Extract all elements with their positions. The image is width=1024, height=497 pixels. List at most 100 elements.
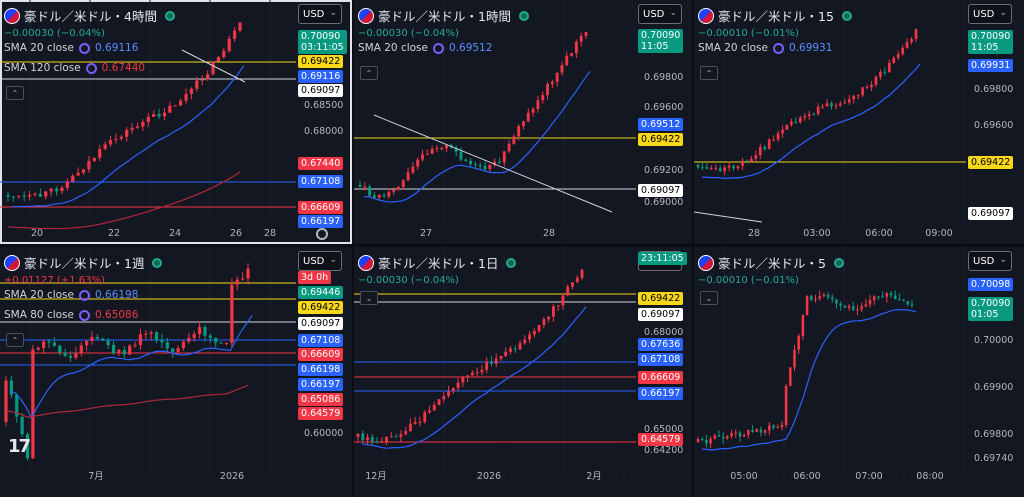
- price-tag: 23:11:05: [638, 252, 687, 265]
- time-axis-label: 24: [169, 228, 181, 239]
- symbol-title[interactable]: 豪ドル／米ドル・1週: [24, 256, 145, 271]
- indicator-visibility-icon[interactable]: [79, 42, 90, 54]
- candle-body: [387, 191, 391, 197]
- currency-select[interactable]: USD ⌄: [638, 4, 682, 24]
- indicator-legend[interactable]: SMA 20 close 0.69512: [358, 42, 492, 54]
- price-tag-value: 0.67108: [301, 176, 341, 187]
- legend-collapse-button[interactable]: ⌃: [6, 333, 24, 347]
- indicator-legend[interactable]: SMA 120 close 0.67440: [4, 62, 145, 74]
- chart-canvas[interactable]: 0.69800 0.69600 28 03:00 06:00 09:00: [694, 0, 1024, 244]
- candle-body: [834, 105, 838, 107]
- symbol-header[interactable]: 豪ドル／米ドル・15: [698, 6, 852, 25]
- chart-canvas[interactable]: 0.60000 7月 2026: [0, 247, 352, 497]
- candle-body: [372, 195, 376, 198]
- candle-body: [721, 436, 725, 439]
- candle-body: [399, 434, 403, 437]
- candle-body: [542, 319, 546, 325]
- symbol-title[interactable]: 豪ドル／米ドル・1時間: [378, 9, 511, 24]
- candle-body: [425, 153, 429, 155]
- candle-body: [214, 337, 218, 343]
- symbol-title[interactable]: 豪ドル／米ドル・4時間: [24, 9, 157, 24]
- indicator-legend[interactable]: SMA 20 close 0.69116: [4, 42, 138, 54]
- indicator-legend[interactable]: SMA 80 close 0.65086: [4, 309, 138, 321]
- candle-body: [872, 296, 876, 301]
- indicator-legend[interactable]: SMA 20 close 0.69931: [698, 42, 832, 54]
- candle-body: [736, 165, 740, 169]
- indicator-visibility-icon[interactable]: [79, 309, 90, 321]
- candle-body: [160, 340, 164, 343]
- price-tag: 0.65086: [298, 393, 344, 406]
- price-tag: 0.67108: [298, 334, 344, 347]
- price-tag-value: 0.64579: [301, 408, 341, 419]
- candle-body: [36, 347, 40, 350]
- time-axis-label: 28: [748, 228, 760, 239]
- legend-collapse-button[interactable]: ⌃: [6, 86, 24, 100]
- indicator-visibility-icon[interactable]: [85, 62, 97, 74]
- currency-select[interactable]: USD ⌄: [298, 251, 342, 271]
- legend-collapse-button[interactable]: ⌃: [360, 66, 378, 80]
- chart-pane-p4[interactable]: 0.60000 7月 2026 豪ドル／米ドル・1週 USD ⌄ +0.01127 (+1.…: [0, 247, 352, 497]
- candle-body: [776, 426, 779, 429]
- chart-pane-p3[interactable]: 0.69800 0.69600 28 03:00 06:00 09:00 豪ドル／米ドル・1…: [694, 0, 1024, 244]
- candle-body: [898, 299, 901, 301]
- candle-body: [401, 180, 405, 187]
- chart-pane-p5[interactable]: 0.68000 0.65000 0.64200 12月 2026 2月 豪ドル／米ドル・1日…: [354, 247, 692, 497]
- candle-body: [528, 334, 532, 340]
- gear-icon[interactable]: [316, 228, 328, 240]
- symbol-header[interactable]: 豪ドル／米ドル・1日: [358, 253, 517, 272]
- tradingview-logo[interactable]: 17: [8, 436, 31, 457]
- candle-body: [537, 324, 541, 332]
- indicator-visibility-icon[interactable]: [433, 42, 444, 54]
- candle-body: [168, 105, 172, 113]
- symbol-title[interactable]: 豪ドル／米ドル・1日: [378, 256, 499, 271]
- currency-flag-icon: [4, 7, 20, 24]
- candle-body: [814, 298, 817, 300]
- indicator-visibility-icon[interactable]: [79, 289, 90, 301]
- candle-body: [874, 76, 878, 85]
- symbol-title[interactable]: 豪ドル／米ドル・15: [718, 9, 834, 24]
- symbol-header[interactable]: 豪ドル／米ドル・1時間: [358, 6, 529, 25]
- chart-canvas[interactable]: 0.68500 0.68000 20 22 24 26 28: [0, 0, 352, 244]
- candle-body: [65, 181, 69, 188]
- candle-body: [914, 29, 918, 40]
- candle-body: [742, 434, 746, 437]
- legend-collapse-button[interactable]: ⌄: [360, 291, 378, 305]
- candle-body: [864, 304, 868, 307]
- candle-body: [152, 114, 156, 117]
- currency-select[interactable]: USD ⌄: [968, 251, 1012, 271]
- candle-body: [879, 71, 882, 77]
- candle-body: [235, 279, 239, 285]
- price-tag-countdown: 01:05: [971, 309, 999, 320]
- price-tag-countdown: 11:05: [641, 41, 669, 52]
- symbol-header[interactable]: 豪ドル／米ドル・4時間: [4, 6, 175, 25]
- legend-collapse-button[interactable]: ⌄: [700, 291, 718, 305]
- currency-select[interactable]: USD ⌄: [298, 4, 342, 24]
- candle-body: [512, 136, 516, 144]
- chart-canvas[interactable]: 0.69800 0.69600 0.69200 0.69000 27 28: [354, 0, 692, 244]
- symbol-title[interactable]: 豪ドル／米ドル・5: [718, 256, 826, 271]
- indicator-visibility-icon[interactable]: [773, 42, 784, 54]
- candle-body: [738, 432, 742, 437]
- chart-canvas[interactable]: 0.68000 0.65000 0.64200 12月 2026 2月: [354, 247, 692, 497]
- symbol-header[interactable]: 豪ドル／米ドル・5: [698, 253, 844, 272]
- candle-body: [531, 108, 535, 113]
- candle-body: [868, 300, 872, 305]
- candle-body: [803, 116, 807, 118]
- market-open-icon: [518, 10, 529, 21]
- currency-select[interactable]: USD ⌄: [968, 4, 1012, 24]
- chart-canvas[interactable]: 0.70000 0.69900 0.69800 0.69740 05:00 06:00 07…: [694, 247, 1024, 497]
- chart-pane-p2[interactable]: 0.69800 0.69600 0.69200 0.69000 27 28 豪ドル／米ドル・…: [354, 0, 692, 244]
- legend-collapse-button[interactable]: ⌃: [700, 66, 718, 80]
- candle-body: [27, 194, 32, 197]
- candle-body: [790, 121, 793, 125]
- symbol-header[interactable]: 豪ドル／米ドル・1週: [4, 253, 163, 272]
- price-tag: 0.64579: [638, 433, 684, 446]
- indicator-legend[interactable]: SMA 20 close 0.66198: [4, 289, 138, 301]
- candle-body: [380, 441, 384, 443]
- chart-pane-p6[interactable]: 0.70000 0.69900 0.69800 0.69740 05:00 06:00 07…: [694, 247, 1024, 497]
- candle-body: [860, 306, 863, 310]
- chart-pane-p1[interactable]: 0.68500 0.68000 20 22 24 26 28 豪ドル／米ドル・4時間 USD ⌄ −…: [0, 0, 352, 244]
- candle-body: [44, 191, 48, 197]
- price-tag-value: 0.66609: [301, 202, 341, 213]
- candle-body: [781, 129, 784, 134]
